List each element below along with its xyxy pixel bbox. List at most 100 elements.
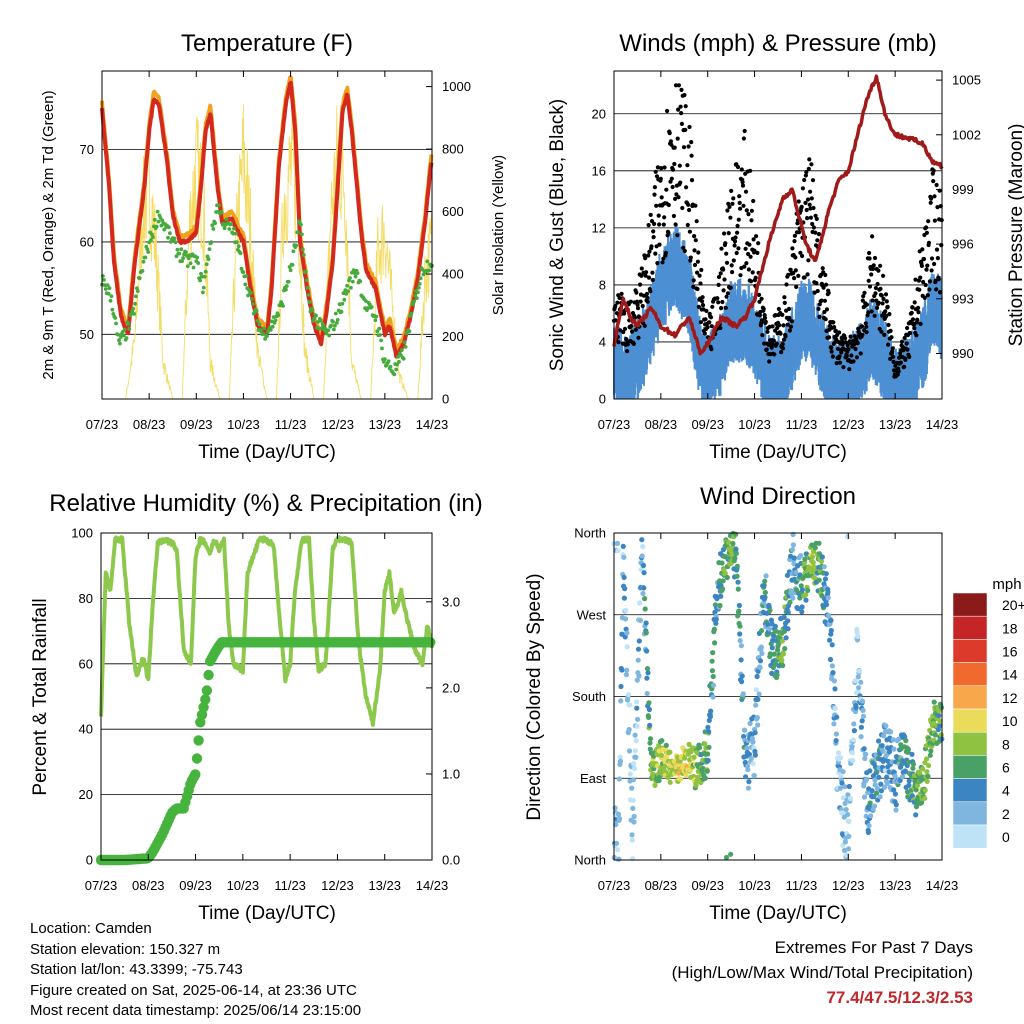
wind-direction-point <box>738 643 745 649</box>
wind-direction-point <box>838 755 844 761</box>
wind-direction-point <box>884 780 890 787</box>
gust-point <box>811 225 817 230</box>
gust-point <box>866 278 871 283</box>
wind-direction-point <box>827 637 833 643</box>
gust-point <box>840 342 845 347</box>
gust-point <box>716 300 721 305</box>
x-tick-label: 07/23 <box>598 417 631 432</box>
wind-direction-point <box>700 766 706 772</box>
gust-point <box>628 299 634 304</box>
wind-direction-point <box>917 770 923 776</box>
gust-point <box>742 264 747 269</box>
x-tick-label: 13/23 <box>879 417 912 432</box>
gust-point <box>722 277 727 282</box>
gust-point <box>798 250 803 255</box>
gust-point <box>747 242 752 247</box>
dewpoint-point <box>326 328 331 333</box>
wind-direction-point <box>831 678 838 684</box>
wind-direction-point <box>723 854 730 861</box>
wind-direction-point <box>709 658 715 664</box>
wind-direction-point <box>702 775 709 781</box>
gust-point <box>683 104 688 109</box>
wind-direction-point <box>897 777 903 784</box>
y-tick-label: 4 <box>599 334 606 349</box>
wind-direction-point <box>913 812 919 818</box>
gust-point <box>923 282 928 288</box>
gust-point <box>783 334 788 339</box>
wind-direction-point <box>822 576 829 582</box>
wind-direction-point <box>799 604 805 610</box>
wind-direction-point <box>739 679 745 685</box>
gust-point <box>737 194 742 199</box>
wind-direction-point <box>771 633 777 639</box>
gust-point <box>639 273 644 278</box>
gust-point <box>909 310 914 315</box>
wind-direction-point <box>781 614 787 620</box>
precipitation-point <box>200 694 211 705</box>
gust-point <box>917 287 922 292</box>
wind-direction-point <box>927 752 933 758</box>
wind-direction-point <box>752 752 759 758</box>
wind-direction-point <box>775 647 781 653</box>
y-tick-label: 50 <box>80 327 94 342</box>
gust-point <box>792 233 798 238</box>
x-tick-label: 14/23 <box>926 878 959 893</box>
gust-point <box>899 339 905 344</box>
wind-direction-point <box>639 553 645 559</box>
dewpoint-point <box>175 247 180 252</box>
gust-point <box>916 310 921 315</box>
wind-direction-point <box>734 573 740 579</box>
gust-point <box>904 341 909 346</box>
wind-direction-point <box>629 837 635 843</box>
dewpoint-point <box>213 221 218 226</box>
x-tick-label: 09/23 <box>179 878 212 893</box>
gust-point <box>653 169 658 174</box>
gust-point <box>810 178 816 183</box>
gust-point <box>743 246 748 251</box>
gust-point <box>748 168 753 173</box>
solar-insolation-line <box>102 104 433 400</box>
gust-point <box>885 304 890 309</box>
dewpoint-point <box>270 324 275 329</box>
wind-direction-point <box>635 716 641 722</box>
wind-direction-point <box>627 702 633 708</box>
gust-point <box>686 144 691 149</box>
dewpoint-point <box>210 223 215 228</box>
gust-point <box>746 251 751 257</box>
wind-direction-point <box>869 788 875 794</box>
y2-tick-label: 3.0 <box>442 594 460 609</box>
wind-direction-point <box>732 555 738 561</box>
wind-direction-point <box>845 846 852 852</box>
dewpoint-point <box>407 329 412 334</box>
gust-point <box>927 279 933 284</box>
gust-point <box>687 229 693 234</box>
precipitation-point <box>191 753 203 764</box>
y2-tick-label: 1005 <box>952 73 981 88</box>
wind-direction-point <box>755 696 761 703</box>
wind-direction-point <box>847 795 854 802</box>
wind-direction-point <box>613 840 620 846</box>
y2-tick-label: 600 <box>442 204 464 219</box>
wind-direction-point <box>876 774 882 780</box>
y2-tick-label: 2.0 <box>442 680 460 695</box>
wind-direction-point <box>893 802 899 808</box>
gust-point <box>805 272 810 277</box>
gust-point <box>802 177 807 183</box>
gust-point <box>638 299 643 304</box>
gust-point <box>872 255 878 261</box>
gust-point <box>643 273 648 278</box>
wind-direction-point <box>659 738 665 744</box>
gust-point <box>634 290 639 295</box>
gust-point <box>709 324 714 329</box>
wind-direction-point <box>812 545 818 551</box>
x-tick-label: 08/23 <box>133 417 166 432</box>
dewpoint-point <box>364 299 368 303</box>
wind-direction-point <box>713 620 719 626</box>
gust-point <box>734 250 739 256</box>
wind-direction-point <box>798 553 804 559</box>
dewpoint-point <box>191 265 196 270</box>
gust-point <box>799 204 804 209</box>
wind-direction-point <box>652 782 658 789</box>
wind-direction-point <box>762 589 768 596</box>
gust-point <box>739 167 744 172</box>
